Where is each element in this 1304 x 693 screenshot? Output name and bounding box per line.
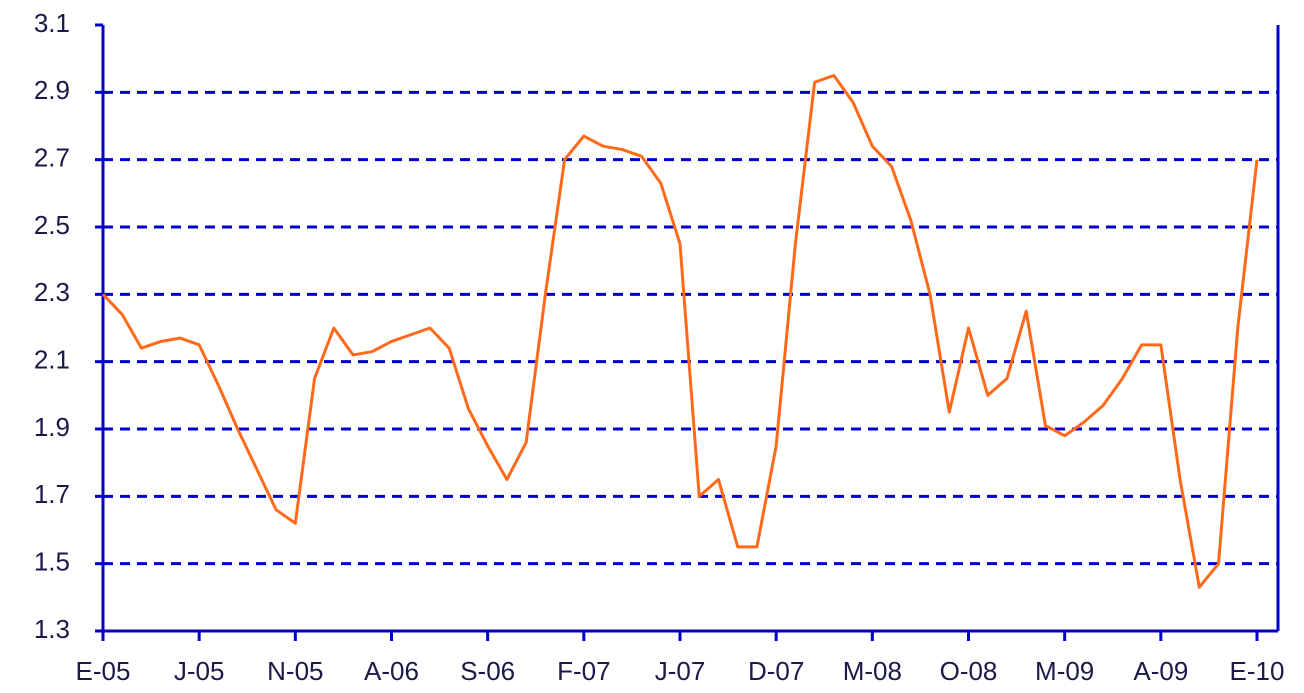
y-tick-label: 1.3	[34, 614, 70, 644]
y-tick-label: 1.9	[34, 412, 70, 442]
x-tick-label: A-09	[1133, 656, 1188, 686]
line-series	[101, 74, 1259, 589]
y-tick-label: 2.9	[34, 75, 70, 105]
x-tick-label: M-08	[843, 656, 902, 686]
x-tick-label: J-07	[655, 656, 706, 686]
y-tick-label: 2.3	[34, 277, 70, 307]
x-tick-label: N-05	[267, 656, 323, 686]
x-tick-label: E-05	[76, 656, 131, 686]
y-tick-label: 2.1	[34, 345, 70, 375]
y-tick-label: 3.1	[34, 8, 70, 38]
x-tick-label: A-06	[364, 656, 419, 686]
x-tick-label: M-09	[1035, 656, 1094, 686]
x-tick-label: E-10	[1230, 656, 1285, 686]
x-tick-label: J-05	[174, 656, 225, 686]
x-tick-label: O-08	[940, 656, 998, 686]
y-tick-label: 2.7	[34, 143, 70, 173]
y-tick-label: 1.7	[34, 479, 70, 509]
y-tick-label: 2.5	[34, 210, 70, 240]
y-tick-label: 1.5	[34, 547, 70, 577]
x-tick-label: F-07	[557, 656, 610, 686]
x-tick-label: D-07	[748, 656, 804, 686]
x-tick-label: S-06	[460, 656, 515, 686]
